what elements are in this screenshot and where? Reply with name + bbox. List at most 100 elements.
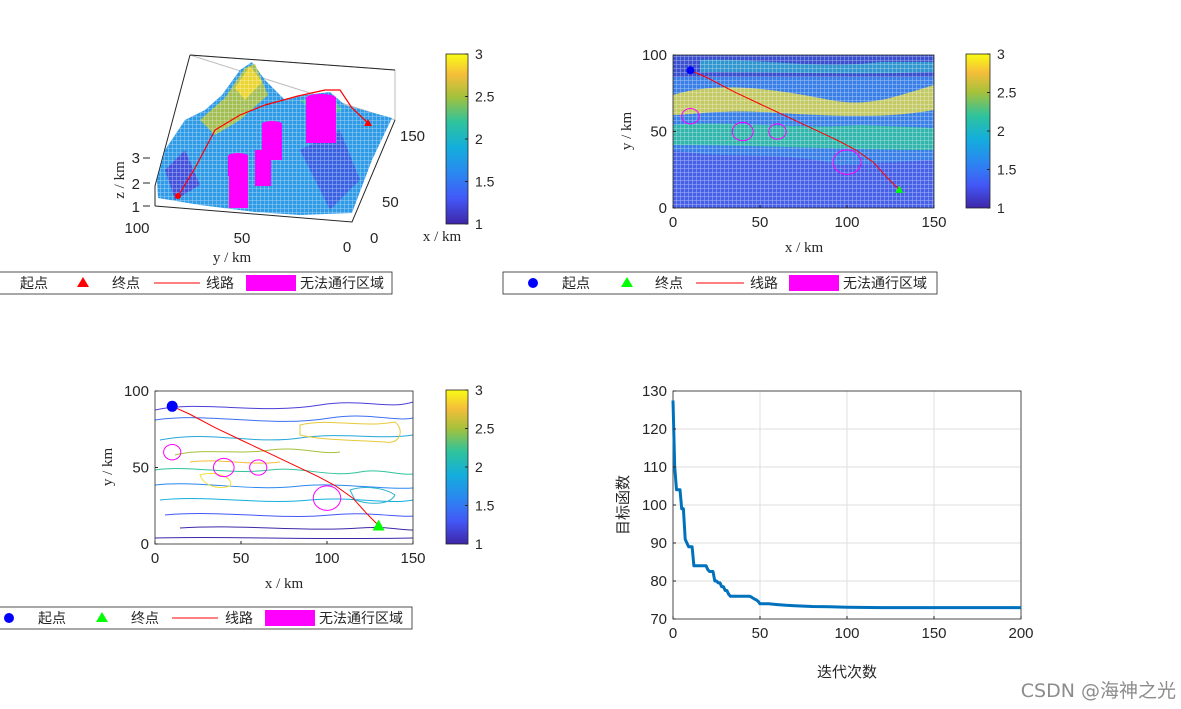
colorbar-gradient [445,389,469,545]
z-tick-1: 1 [132,199,140,216]
legend-route-label: 线路 [750,276,778,292]
convergence-ticks: 0 50 100 150 200 70 80 90 100 110 120 130 [642,383,1034,642]
obstacle-circle-1 [731,121,754,142]
legend-route-label: 线路 [206,276,234,292]
legend-start-marker [528,278,538,288]
z-tick-2: 2 [132,176,140,193]
legend-end-label: 终点 [131,611,159,627]
y-tick-label-1: 50 [132,460,149,477]
legend-start-marker [4,613,14,623]
legend-end-marker [96,612,108,622]
legend-route-label: 线路 [225,611,253,627]
y-tick-label-5: 120 [642,421,667,438]
convergence-curve [671,400,1021,610]
obstacle-circle-3 [832,149,862,175]
surface-x-ticks: 0 50 150 [370,128,425,247]
obstacle-circle-0 [681,108,700,125]
surface-start-marker [175,193,181,199]
colorbar-tick-label-0: 1 [475,216,483,232]
x-tick-label-1: 50 [233,550,250,567]
legend-end-label: 终点 [655,276,683,292]
y-tick-label-2: 100 [124,383,149,400]
obstacle-circle-1 [212,457,235,478]
z-tick-3: 3 [132,150,140,167]
x-tick-label-1: 50 [752,214,769,231]
legend-obstacle-swatch [789,275,839,291]
y-tick-label-4: 110 [643,459,667,476]
contour-overlay [163,400,385,531]
legend-start-label: 起点 [562,276,590,292]
obstacle-circle-2 [768,123,787,140]
panel-contour: 0 50 100 150 0 50 100 x / km y / km [100,383,426,592]
legend-surface: 起点 终点 线路 无法通行区域 [0,271,393,295]
end-marker [372,519,385,531]
colorbar-tick-label-3: 2.5 [997,85,1017,101]
colorbar-tick-label-1: 1.5 [475,498,495,514]
end-marker [895,185,904,193]
y-tick-label-0: 0 [141,536,149,553]
x-tick-label-1: 50 [752,625,769,642]
contour-ticks: 0 50 100 150 0 50 100 [124,383,426,567]
legend-obstacle-label: 无法通行区域 [300,276,384,292]
y-tick-label-3: 100 [642,497,667,514]
y-tick-0: 0 [343,239,351,256]
colorbar-gradient [965,53,991,209]
colorbar-contour: 1 1.5 2 2.5 3 [445,382,495,552]
heatmap-xlabel: x / km [785,240,824,256]
legend-end-marker [621,277,633,287]
x-tick-0: 0 [370,230,378,247]
y-tick-label-1: 80 [650,573,667,590]
x-tick-50: 50 [382,194,399,211]
surface-z-ticks: 3 2 1 [132,150,150,216]
convergence-ylabel: 目标函数 [614,475,632,535]
heatmap-ylabel: y / km [619,112,635,151]
legend-end-label: 终点 [112,276,140,292]
surface-end-marker [364,119,372,126]
x-tick-label-2: 100 [834,214,859,231]
y-tick-label-1: 50 [650,124,667,141]
colorbar-tick-label-2: 2 [997,123,1005,139]
contour-lines [155,401,413,540]
colorbar-tick-label-4: 3 [475,382,483,398]
obstacle-circle-2 [249,459,268,476]
y-tick-label-2: 100 [642,47,667,64]
surface-obstacles [228,94,336,208]
panel-convergence: 0 50 100 150 200 70 80 90 100 110 120 130 迭代次数 目标函数 [614,383,1034,681]
colorbar-tick-label-0: 1 [997,200,1005,216]
legend-obstacle-label: 无法通行区域 [319,611,403,627]
legend-heatmap: 起点 终点 线路 无法通行区域 [502,271,938,295]
surface-ylabel: y / km [213,250,252,266]
y-tick-50: 50 [234,230,251,247]
heatmap-overlay [681,66,904,193]
legend-end-marker [77,277,89,287]
route-line [171,405,379,526]
colorbar-tick-label-2: 2 [475,459,483,475]
x-tick-label-3: 150 [400,550,425,567]
route-line [690,69,900,190]
start-marker [686,66,695,75]
watermark: CSDN @海神之光 [1021,680,1176,702]
obstacle-circle-3 [312,485,342,511]
colorbar-tick-label-3: 2.5 [475,421,495,437]
surface-zlabel: z / km [112,161,128,199]
contour-ylabel: y / km [100,448,116,487]
colorbar-tick-label-0: 1 [475,536,483,552]
legend-start-label: 起点 [20,276,48,292]
legend-obstacle-swatch [246,275,296,291]
y-tick-label-2: 90 [650,535,667,552]
legend-obstacle-swatch [265,610,315,626]
x-tick-150: 150 [400,128,425,145]
surface-xlabel: x / km [423,229,462,245]
obstacle-circle-0 [163,444,182,461]
colorbar-heatmap: 1 1.5 2 2.5 3 [965,46,1017,216]
colorbar-tick-label-4: 3 [475,46,483,62]
x-tick-label-2: 100 [834,625,859,642]
x-tick-label-3: 150 [921,214,946,231]
surface-axes-box [154,54,396,223]
x-tick-label-0: 0 [669,214,677,231]
surface-y-ticks: 100 50 0 [124,220,351,256]
convergence-xlabel: 迭代次数 [817,663,877,681]
colorbar-tick-label-1: 1.5 [475,174,495,190]
colorbar-gradient [445,53,469,225]
colorbar-tick-label-2: 2 [475,131,483,147]
